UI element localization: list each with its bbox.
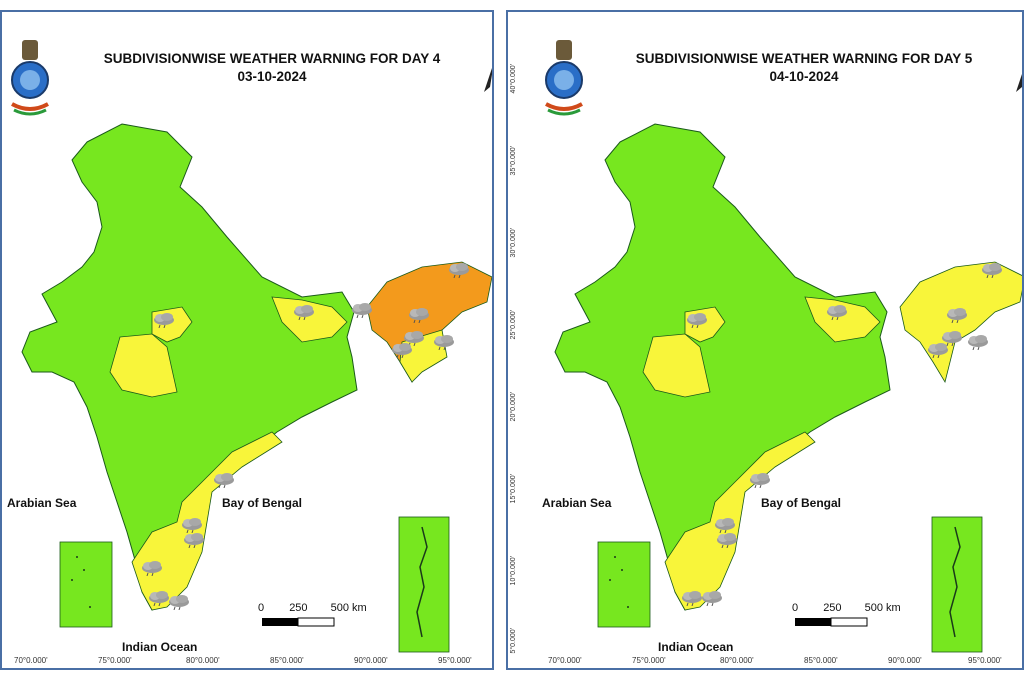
- lon-label: 85°0.000': [804, 656, 838, 665]
- scale-bar-white: [830, 617, 868, 627]
- arabian-sea-label: Arabian Sea: [7, 496, 77, 510]
- cloud-rain-icon: [967, 334, 989, 350]
- lat-label: 10°0.000': [510, 556, 517, 586]
- northeast-warning-zone: [899, 261, 1022, 384]
- arabian-sea-label: Arabian Sea: [542, 496, 612, 510]
- lon-label: 70°0.000': [14, 656, 48, 665]
- lakshadweep-inset: [59, 541, 113, 628]
- indian-ocean-label: Indian Ocean: [658, 640, 734, 654]
- scale-500: 500 km: [864, 602, 901, 614]
- lon-label: 80°0.000': [186, 656, 220, 665]
- lon-label: 90°0.000': [354, 656, 388, 665]
- cloud-rain-icon: [701, 590, 723, 606]
- india-map-day-4: [21, 68, 492, 653]
- scale-zero: 0: [792, 602, 799, 614]
- north-arrow-icon: [1016, 74, 1022, 92]
- lat-label: 15°0.000': [510, 474, 517, 504]
- map-panel-day-5: SUBDIVISIONWISE WEATHER WARNING FOR DAY …: [506, 10, 1024, 670]
- scale-zero: 0: [258, 602, 265, 614]
- bay-of-bengal-label: Bay of Bengal: [761, 496, 842, 510]
- bihar-warning-zone: [804, 296, 881, 343]
- india-map-day-5: [554, 74, 1022, 653]
- south-peninsula-warning-zone: [131, 431, 283, 611]
- lon-label: 70°0.000': [548, 656, 582, 665]
- indian-ocean-label: Indian Ocean: [122, 640, 198, 654]
- lat-label: 25°0.000': [510, 310, 517, 340]
- lat-label: 40°0.000': [510, 64, 517, 94]
- scale-250: 250: [289, 602, 308, 614]
- imd-emblem: [542, 38, 586, 120]
- bihar-warning-zone: [271, 296, 348, 343]
- lon-label: 85°0.000': [270, 656, 304, 665]
- scale-500: 500 km: [330, 602, 367, 614]
- scale-bar-black: [795, 618, 831, 626]
- south-peninsula-warning-zone: [664, 431, 816, 611]
- map-title: SUBDIVISIONWISE WEATHER WARNING FOR DAY …: [596, 50, 1012, 86]
- scale-labels: 0 250 500 km: [258, 602, 367, 614]
- east-rajasthan-warning-zone: [642, 333, 711, 398]
- scale-250: 250: [823, 602, 842, 614]
- lon-label: 90°0.000': [888, 656, 922, 665]
- scale-bar-black: [262, 618, 298, 626]
- lon-label: 75°0.000': [98, 656, 132, 665]
- bay-of-bengal-label: Bay of Bengal: [222, 496, 303, 510]
- lon-label: 95°0.000': [438, 656, 472, 665]
- lon-label: 80°0.000': [720, 656, 754, 665]
- east-rajasthan-warning-zone: [109, 333, 178, 398]
- map-date: 03-10-2024: [237, 69, 307, 84]
- imd-emblem: [8, 38, 52, 120]
- map-panel-day-4: SUBDIVISIONWISE WEATHER WARNING FOR DAY …: [0, 10, 494, 670]
- lat-label: 35°0.000': [510, 146, 517, 176]
- lon-label: 95°0.000': [968, 656, 1002, 665]
- lat-label: 5°0.000': [510, 628, 517, 654]
- lat-label: 20°0.000': [510, 392, 517, 422]
- north-arrow-icon: [484, 68, 492, 92]
- lon-label: 75°0.000': [632, 656, 666, 665]
- scale-bar-white: [297, 617, 335, 627]
- map-title: SUBDIVISIONWISE WEATHER WARNING FOR DAY …: [62, 50, 482, 86]
- lat-label: 30°0.000': [510, 228, 517, 258]
- cloud-rain-icon: [168, 594, 190, 610]
- map-date: 04-10-2024: [769, 69, 839, 84]
- lakshadweep-inset: [597, 541, 651, 628]
- scale-labels: 0 250 500 km: [792, 602, 901, 614]
